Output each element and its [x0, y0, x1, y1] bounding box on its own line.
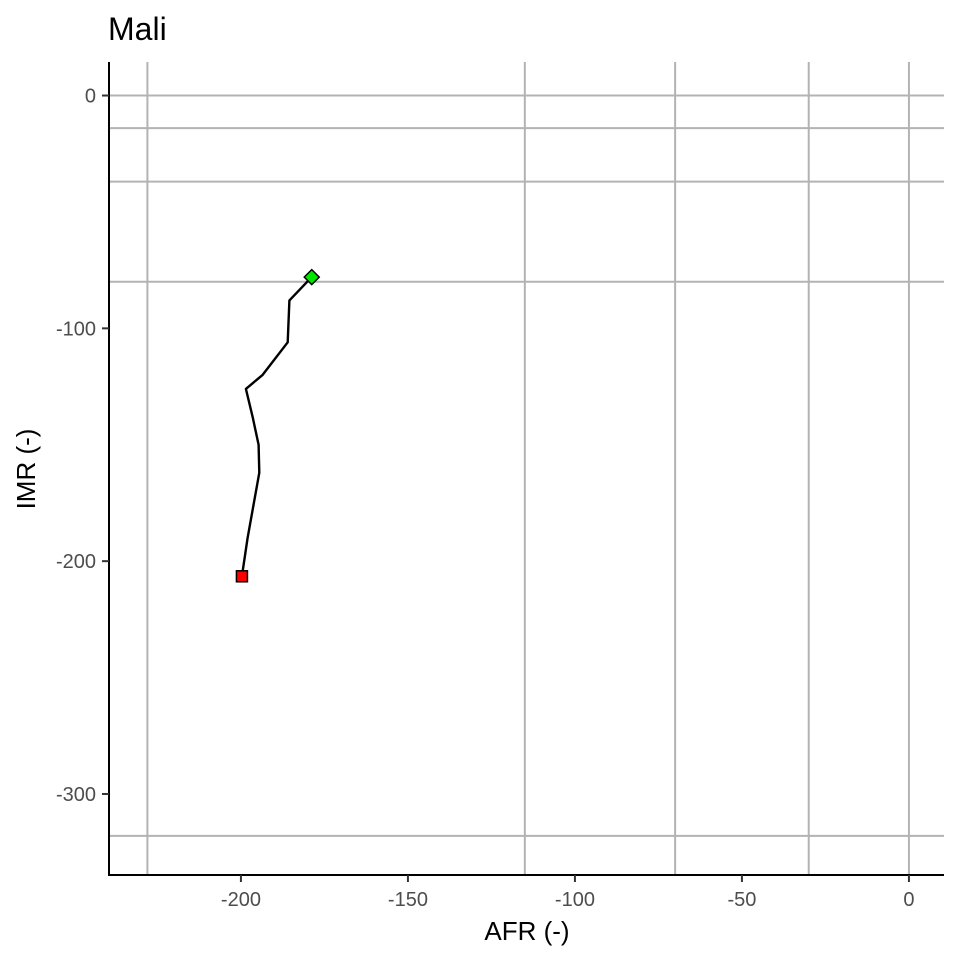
y-tick-label: -200 [56, 551, 96, 573]
y-tick-label: -100 [56, 318, 96, 340]
marker-layer [235, 268, 321, 583]
x-axis-label: AFR (-) [484, 916, 569, 946]
ticks-layer: -200 -150 -100 -50 0 0 -100 -200 -300 [56, 86, 915, 911]
start-point-marker [235, 570, 249, 583]
x-tick-label: -200 [221, 889, 261, 911]
x-tick-label: -50 [727, 889, 756, 911]
y-tick-label: -300 [56, 784, 96, 806]
chart-title: Mali [108, 11, 167, 47]
x-tick-label: -150 [388, 889, 428, 911]
end-point-marker [303, 268, 321, 286]
x-tick-label: -100 [555, 889, 595, 911]
y-axis-label: IMR (-) [11, 429, 41, 510]
series-layer [240, 276, 313, 577]
axes-layer [108, 62, 944, 876]
grid-layer [109, 62, 944, 875]
y-tick-label: 0 [85, 86, 96, 108]
x-tick-label: 0 [903, 889, 914, 911]
series-line-0 [240, 276, 313, 577]
